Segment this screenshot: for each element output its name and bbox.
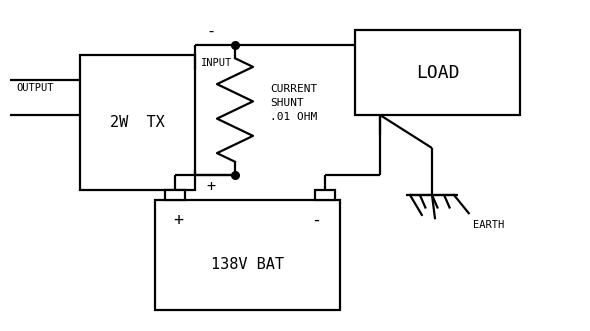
Text: OUTPUT: OUTPUT — [16, 82, 54, 93]
Text: -: - — [207, 24, 216, 39]
Bar — [165, 190, 185, 200]
Text: INPUT: INPUT — [201, 58, 232, 69]
Text: -: - — [312, 211, 322, 229]
Text: EARTH: EARTH — [473, 220, 504, 230]
Text: +: + — [207, 179, 216, 194]
Text: 138V BAT: 138V BAT — [211, 258, 284, 272]
Text: CURRENT
SHUNT
.01 OHM: CURRENT SHUNT .01 OHM — [270, 84, 317, 122]
Bar — [355, 30, 520, 115]
Bar — [315, 190, 335, 200]
Bar — [155, 200, 340, 310]
Text: +: + — [173, 211, 183, 229]
Bar — [80, 55, 195, 190]
Text: LOAD: LOAD — [416, 64, 459, 81]
Text: 2W  TX: 2W TX — [110, 115, 165, 130]
